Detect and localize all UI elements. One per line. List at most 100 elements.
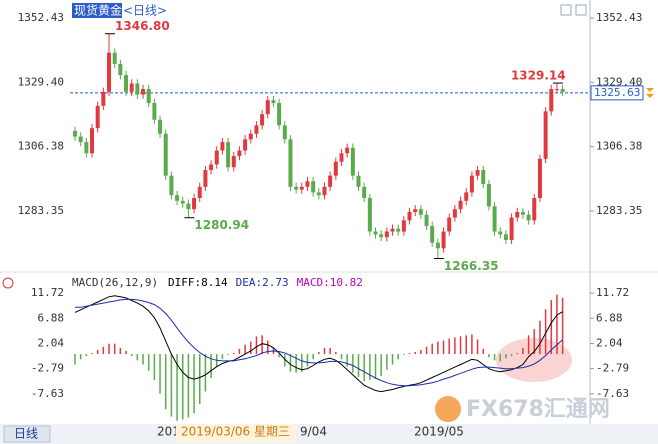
y-tick-label: 1352.43 — [18, 11, 64, 24]
candle-body — [322, 186, 327, 196]
candle-body — [396, 228, 401, 232]
y-tick-label: 1329.40 — [18, 75, 64, 88]
macd-legend: DIFF:8.14 — [168, 276, 228, 289]
candle-body — [458, 200, 463, 210]
candle-body — [231, 156, 236, 168]
candle-body — [78, 136, 83, 143]
candle-body — [84, 142, 89, 154]
candle-body — [362, 186, 367, 199]
candle-body — [209, 164, 214, 171]
chart-title: 现货黄金 — [74, 3, 122, 18]
y-tick-label: 11.72 — [31, 286, 64, 299]
candle-body — [271, 100, 276, 104]
last-price-box — [590, 85, 644, 101]
icon-expand[interactable] — [560, 4, 572, 16]
watermark-logo — [435, 396, 461, 422]
candle-body — [192, 198, 197, 210]
candle-body — [503, 234, 508, 240]
candle-body — [107, 52, 112, 92]
title-box — [72, 3, 122, 18]
candle-body — [492, 206, 497, 232]
y-tick-label: 1283.35 — [18, 204, 64, 217]
settings-icon[interactable] — [2, 277, 14, 289]
cursor-date: 2019/03/06 星期三 — [181, 425, 290, 439]
y-tick-label: 1283.35 — [596, 204, 642, 217]
candle-body — [486, 184, 491, 207]
y-tick-label: 2.04 — [38, 336, 65, 349]
candle-body — [526, 214, 531, 221]
candle-body — [305, 181, 310, 187]
candle-body — [118, 63, 123, 76]
candle-body — [197, 186, 202, 199]
candle-body — [135, 83, 140, 95]
candle-body — [384, 231, 389, 238]
candle-body — [169, 175, 174, 196]
candle-body — [101, 91, 106, 106]
candle-body — [158, 119, 163, 134]
macd-line — [74, 295, 563, 393]
candle-body — [373, 231, 378, 235]
macd-legend-value: 8.14 — [201, 276, 228, 289]
candle-body — [469, 175, 474, 193]
last-price-label: 1325.63 — [594, 86, 640, 99]
candle-body — [560, 89, 565, 92]
macd-legend-value: 2.73 — [262, 276, 289, 289]
candle-body — [481, 170, 486, 185]
y-tick-label: 2.04 — [596, 336, 623, 349]
candle-body — [424, 214, 429, 226]
candle-body — [339, 153, 344, 162]
candle-body — [248, 133, 253, 140]
y-tick-label: 6.88 — [596, 311, 623, 324]
annotation: 1280.94 — [194, 218, 249, 232]
candle-body — [515, 211, 520, 218]
annotation: 1329.14 — [511, 69, 566, 83]
macd-line — [75, 298, 563, 387]
candle-body — [214, 150, 219, 165]
candle-body — [141, 89, 146, 95]
candle-body — [311, 181, 316, 193]
bottom-bar — [0, 424, 658, 444]
period-button[interactable] — [3, 425, 51, 443]
candle-body — [537, 158, 542, 199]
x-label: 9/04 — [300, 425, 327, 439]
icon-close[interactable] — [575, 4, 587, 16]
candle-body — [356, 175, 361, 187]
candle-body — [73, 130, 77, 137]
candle-body — [549, 89, 554, 112]
candle-body — [367, 198, 372, 232]
candle-body — [390, 228, 395, 232]
macd-legend: MACD:10.82 — [297, 276, 363, 289]
candle-body — [464, 192, 469, 201]
candle-body — [237, 150, 242, 157]
period-label: <日线> — [123, 4, 167, 18]
macd-title: MACD(26,12,9) — [72, 276, 158, 289]
candle-body — [203, 170, 208, 187]
candle-body — [90, 128, 95, 154]
candle-body — [379, 234, 384, 238]
macd-legend-label: DIFF: — [168, 276, 201, 289]
candle-body — [328, 175, 333, 187]
candle-body — [163, 133, 168, 176]
y-tick-label: 11.72 — [596, 286, 629, 299]
candle-body — [260, 114, 265, 126]
annotation: 1346.80 — [115, 19, 170, 33]
candle-body — [220, 142, 225, 151]
watermark: FX678汇通网 — [466, 397, 610, 422]
y-tick-label: 1352.43 — [596, 11, 642, 24]
cursor-date-box — [176, 424, 296, 442]
candle-body — [294, 186, 299, 190]
y-tick-label: 1306.38 — [596, 140, 642, 153]
candle-body — [532, 198, 537, 221]
annotation: 1266.35 — [444, 259, 499, 273]
candle-body — [345, 147, 350, 154]
candle-body — [520, 211, 525, 215]
candle-body — [413, 209, 418, 212]
candle-body — [418, 209, 423, 215]
y-tick-label: -7.63 — [596, 387, 629, 400]
candle-body — [407, 211, 412, 221]
candle-body — [333, 161, 338, 176]
candle-body — [152, 103, 157, 120]
candle-body — [299, 186, 304, 190]
